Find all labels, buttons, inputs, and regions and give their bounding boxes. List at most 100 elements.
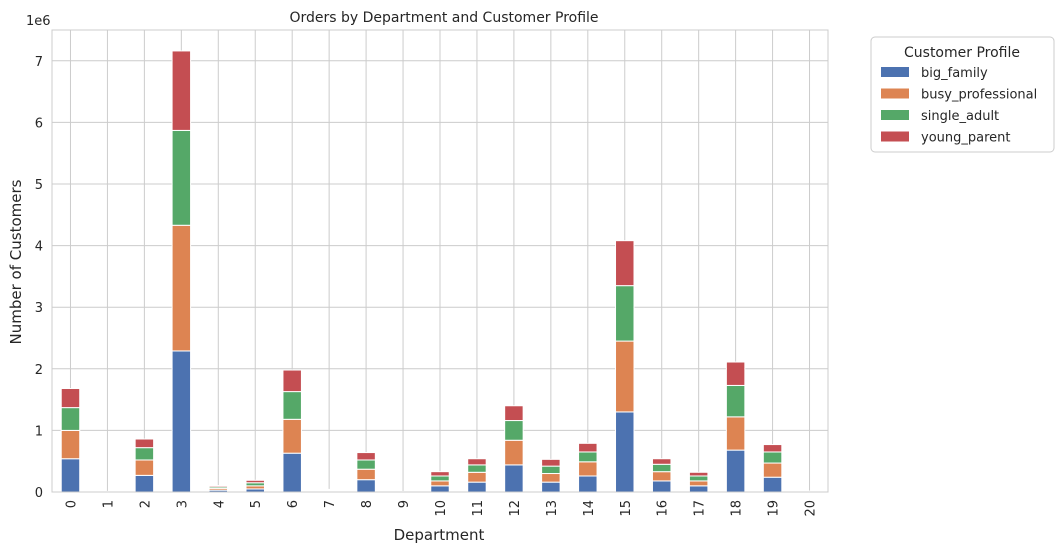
x-tick-label: 20 [804,500,819,517]
bar-young_parent [356,452,376,461]
x-tick-label: 1 [101,500,116,508]
bar-young_parent [134,438,155,449]
x-axis: 0 1 2 3 4 5 6 7 8 9 10 11 12 13 14 15 16 17 18 19 20 [64,500,818,517]
bar-busy_professional [578,461,598,477]
bar-young_parent [282,369,302,393]
bar-big_family [504,464,524,493]
legend-label: busy_professional [921,88,1037,103]
x-tick-label: 11 [471,500,486,517]
x-tick-label: 5 [249,500,264,508]
bar-young_parent [651,458,672,465]
y-tick-label: 6 [35,116,43,131]
x-tick-label: 7 [323,500,338,508]
x-tick-label: 18 [730,500,745,517]
bar-young_parent [430,471,450,477]
bar-young_parent [688,471,709,477]
x-tick-label: 4 [212,500,227,508]
y-tick-label: 2 [35,363,43,378]
bar-busy_professional [762,462,783,478]
bar-young_parent [725,361,746,386]
legend-swatch-busy_professional [881,88,909,99]
bar-single_adult [467,464,487,473]
x-tick-label: 12 [508,500,523,517]
bar-busy_professional [356,468,376,481]
bar-single_adult [171,129,192,226]
grid [52,30,828,493]
bar-big_family [541,481,561,493]
x-axis-label: Department [394,526,485,544]
x-tick-label: 8 [360,500,375,508]
bar-young_parent [504,405,524,422]
bar-single_adult [504,420,524,441]
bar-single_adult [725,384,746,418]
bar-single_adult [651,463,672,473]
bar-young_parent [208,485,229,488]
bar-single_adult [578,451,598,463]
legend-title: Customer Profile [904,45,1020,61]
bar-big_family [762,476,783,493]
y-tick-label: 4 [35,240,43,255]
bar-big_family [60,458,81,493]
y-tick-label: 7 [35,55,43,70]
bar-big_family [725,449,746,493]
legend-label: single_adult [921,109,999,124]
bar-single_adult [615,285,635,342]
bar-single_adult [430,475,450,482]
y-tick-label: 0 [35,486,43,501]
bars [60,50,820,493]
bar-busy_professional [651,471,672,482]
bar-busy_professional [504,439,524,466]
x-tick-label: 0 [64,500,79,508]
bar-busy_professional [430,480,450,487]
y-tick-label: 3 [35,301,43,316]
bar-big_family [615,411,635,493]
bar-busy_professional [134,459,155,476]
bar-big_family [467,481,487,493]
bar-big_family [651,480,672,493]
bar-young_parent [578,442,598,453]
y-offset-label: 1e6 [26,14,51,29]
bar-big_family [356,479,376,493]
x-tick-label: 13 [545,500,560,517]
bar-busy_professional [541,473,561,483]
x-tick-label: 17 [693,500,708,517]
bar-big_family [134,474,155,493]
x-tick-label: 15 [619,500,634,517]
bar-young_parent [60,388,81,409]
x-tick-label: 19 [767,500,782,517]
bar-single_adult [60,407,81,431]
bar-big_family [430,485,450,493]
bar-young_parent [541,458,561,467]
bar-big_family [282,452,302,493]
plot-frame [51,29,829,493]
bar-young_parent [171,50,192,131]
x-tick-label: 10 [434,500,449,517]
x-tick-label: 9 [397,500,412,508]
legend-label: young_parent [921,131,1011,146]
bar-busy_professional [725,416,746,451]
legend-box [870,36,1055,153]
bar-big_family [688,485,709,493]
bar-busy_professional [171,224,192,352]
x-tick-label: 6 [286,500,301,508]
y-tick-label: 1 [35,424,43,439]
bar-busy_professional [615,340,635,413]
bar-big_family [578,475,598,493]
bar-big_family [171,350,192,493]
y-axis-label: Number of Customers [7,179,25,344]
y-axis: 0 1 2 3 4 5 6 7 [35,55,43,501]
bar-busy_professional [467,471,487,483]
bar-single_adult [134,447,155,461]
legend: Customer Profile big_family busy_professi… [870,36,1055,153]
x-tick-label: 14 [582,500,597,517]
bar-busy_professional [688,480,709,487]
x-tick-label: 16 [656,500,671,517]
chart-title: Orders by Department and Customer Profil… [289,10,598,26]
legend-swatch-young_parent [881,131,909,142]
x-tick-label: 3 [175,500,190,508]
y-tick-label: 5 [35,178,43,193]
bar-busy_professional [282,418,302,454]
legend-swatch-big_family [881,67,909,77]
legend-label: big_family [921,66,988,81]
bar-single_adult [541,465,561,475]
